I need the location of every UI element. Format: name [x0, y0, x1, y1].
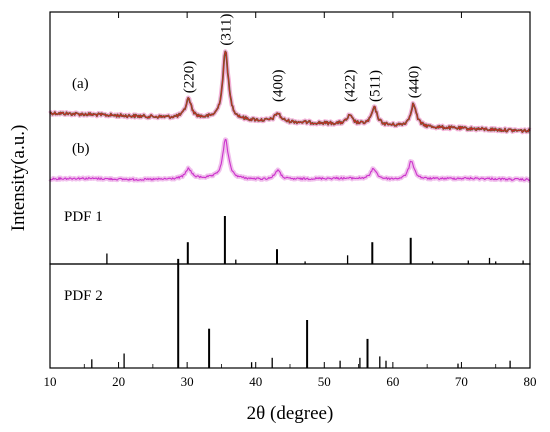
x-tick-label: 40: [249, 374, 262, 389]
series-2-line: [49, 138, 530, 182]
series-1-halo: [48, 49, 532, 135]
panel-bottom-frame: [49, 263, 531, 369]
curve-layer: [49, 50, 531, 182]
panel-top-frame: [49, 11, 531, 265]
x-axis: 10 20 30 40 50 60 70 80: [44, 12, 537, 389]
x-tick-label: 80: [524, 374, 537, 389]
stick-layer: [91, 216, 524, 368]
pdf1-label: PDF 1: [64, 209, 103, 225]
x-tick-label: 70: [455, 374, 468, 389]
series-2-label: (b): [72, 141, 90, 157]
peak-label: (440): [406, 66, 422, 99]
pdf2-label: PDF 2: [64, 288, 103, 304]
series-1-line: [49, 50, 531, 133]
y-axis-title: Intensity(a.u.): [8, 125, 29, 232]
x-tick-label: 50: [318, 374, 331, 389]
x-axis-title: 2θ (degree): [247, 403, 334, 424]
x-tick-label: 60: [386, 374, 399, 389]
series-1-label: (a): [72, 76, 89, 92]
peak-label: (511): [367, 70, 383, 102]
peak-label: (311): [219, 14, 235, 46]
peak-label: (400): [271, 70, 287, 103]
series-2-halo: [48, 137, 532, 183]
x-tick-label: 20: [112, 374, 125, 389]
label-layer: (a) (b) (220) (311) (400) (422) (511) (440) PDF …: [64, 14, 422, 304]
peak-label: (422): [343, 70, 359, 103]
peak-label: (220): [182, 61, 198, 94]
x-tick-label: 10: [44, 374, 57, 389]
x-tick-label: 30: [181, 374, 194, 389]
